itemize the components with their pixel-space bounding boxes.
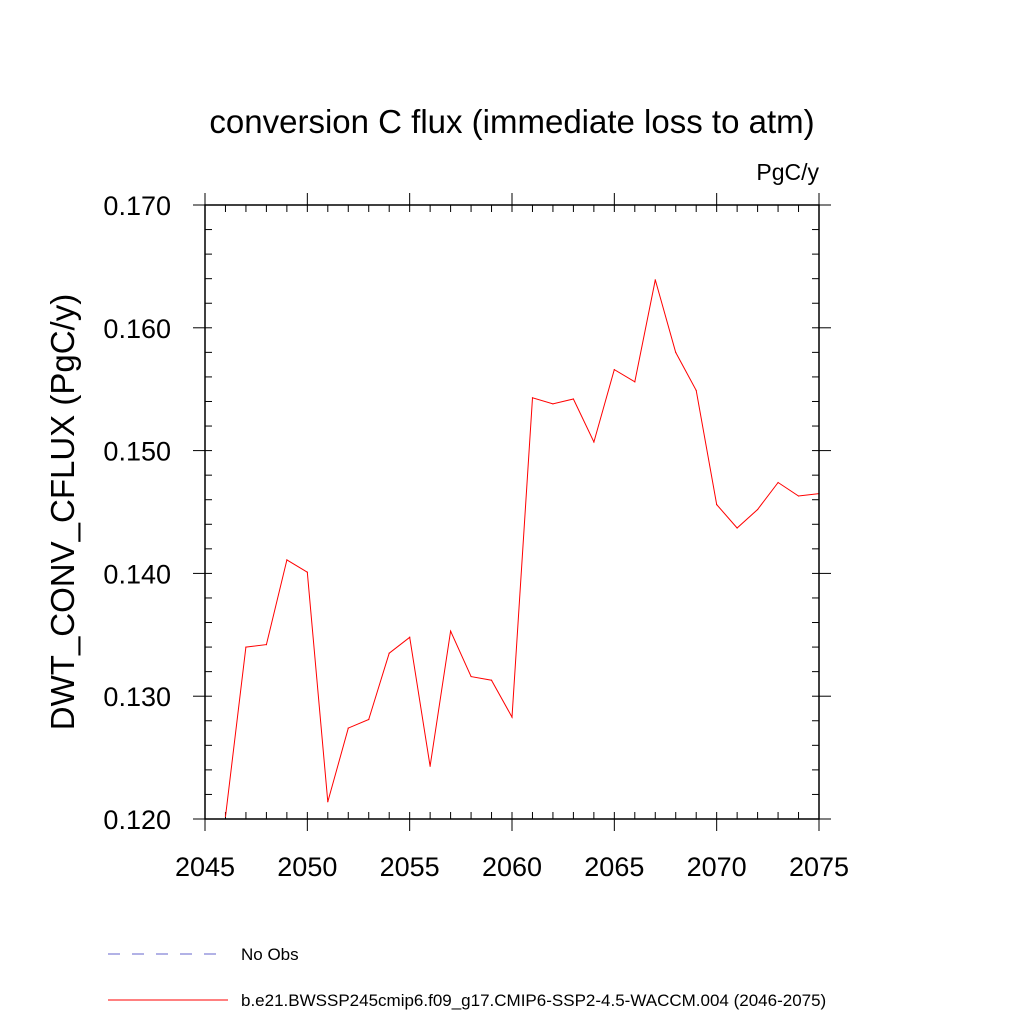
- data-point: [265, 644, 267, 646]
- data-point: [429, 765, 431, 767]
- y-tick-label: 0.160: [103, 314, 171, 344]
- data-point: [695, 389, 697, 392]
- data-point: [327, 801, 329, 803]
- data-point: [736, 527, 738, 529]
- data-point: [224, 815, 227, 818]
- data-point: [552, 403, 554, 405]
- data-point: [531, 397, 534, 399]
- y-tick-label: 0.140: [103, 559, 171, 589]
- data-point: [245, 646, 247, 648]
- legend-label-no-obs: No Obs: [241, 945, 299, 964]
- data-point: [470, 675, 472, 678]
- data-point: [490, 679, 493, 681]
- legend: No Obs b.e21.BWSSP245cmip6.f09_g17.CMIP6…: [108, 945, 826, 1010]
- legend-label-model: b.e21.BWSSP245cmip6.f09_g17.CMIP6-SSP2-4…: [241, 991, 826, 1010]
- y-tick-label: 0.150: [103, 437, 171, 467]
- plot-frame: [204, 204, 820, 820]
- chart-title: conversion C flux (immediate loss to atm…: [209, 103, 814, 140]
- data-point: [716, 504, 718, 506]
- data-point: [511, 716, 513, 718]
- data-point: [347, 727, 349, 729]
- x-tick-label: 2065: [584, 852, 644, 882]
- data-point: [368, 718, 370, 721]
- y-axis-label: DWT_CONV_CFLUX (PgC/y): [44, 294, 81, 730]
- data-point: [306, 571, 308, 573]
- data-point: [757, 508, 759, 511]
- data-point: [634, 381, 636, 383]
- data-point: [777, 481, 779, 484]
- y-tick-label: 0.120: [103, 805, 171, 835]
- x-tick-label: 2055: [380, 852, 440, 882]
- data-point: [388, 652, 390, 654]
- x-tick-label: 2075: [789, 852, 849, 882]
- series-line: [225, 279, 820, 817]
- x-tick-label: 2045: [175, 852, 235, 882]
- units-label: PgC/y: [756, 159, 819, 185]
- data-point: [409, 636, 411, 638]
- x-tick-label: 2070: [687, 852, 747, 882]
- y-tick-label: 0.170: [103, 191, 171, 221]
- data-point: [654, 279, 656, 281]
- data-point: [675, 351, 677, 353]
- data-point: [286, 559, 288, 561]
- data-point: [797, 495, 800, 497]
- data-point: [572, 398, 575, 400]
- data-point: [613, 368, 615, 371]
- data-point: [593, 441, 595, 443]
- data-point: [450, 630, 452, 632]
- x-tick-label: 2050: [277, 852, 337, 882]
- y-tick-label: 0.130: [103, 682, 171, 712]
- x-tick-label: 2060: [482, 852, 542, 882]
